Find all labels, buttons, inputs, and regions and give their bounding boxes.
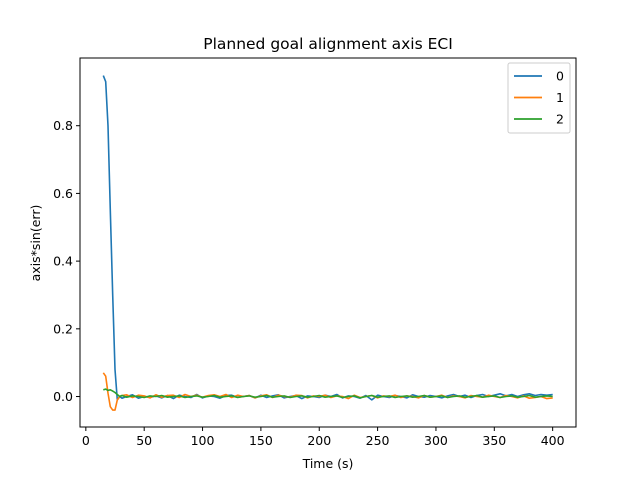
x-tick-label: 0 — [82, 433, 90, 448]
y-tick-label: 0.8 — [53, 118, 73, 133]
x-axis-label: Time (s) — [302, 456, 354, 471]
x-tick-label: 300 — [424, 433, 448, 448]
x-tick-label: 350 — [482, 433, 506, 448]
chart-title: Planned goal alignment axis ECI — [203, 35, 453, 53]
legend-label-1: 1 — [556, 90, 564, 105]
x-tick-label: 250 — [366, 433, 390, 448]
legend-label-2: 2 — [556, 112, 564, 127]
x-tick-label: 200 — [307, 433, 331, 448]
y-axis-ticks: 0.0 0.2 0.4 0.6 0.8 — [53, 118, 80, 404]
legend-label-0: 0 — [556, 69, 564, 84]
y-tick-label: 0.2 — [53, 321, 73, 336]
y-tick-label: 0.6 — [53, 186, 73, 201]
series-line-2 — [103, 388, 553, 399]
x-axis-ticks: 0 50 100 150 200 250 300 350 400 — [82, 427, 565, 448]
x-tick-label: 100 — [191, 433, 215, 448]
y-tick-label: 0.4 — [53, 254, 73, 269]
y-axis-label: axis*sin(err) — [28, 205, 43, 282]
series-layer — [102, 75, 553, 411]
x-tick-label: 150 — [249, 433, 273, 448]
legend: 0 1 2 — [507, 62, 571, 134]
plot-area-frame — [79, 57, 577, 428]
x-tick-label: 400 — [541, 433, 565, 448]
y-tick-label: 0.0 — [53, 389, 73, 404]
x-tick-label: 50 — [136, 433, 152, 448]
